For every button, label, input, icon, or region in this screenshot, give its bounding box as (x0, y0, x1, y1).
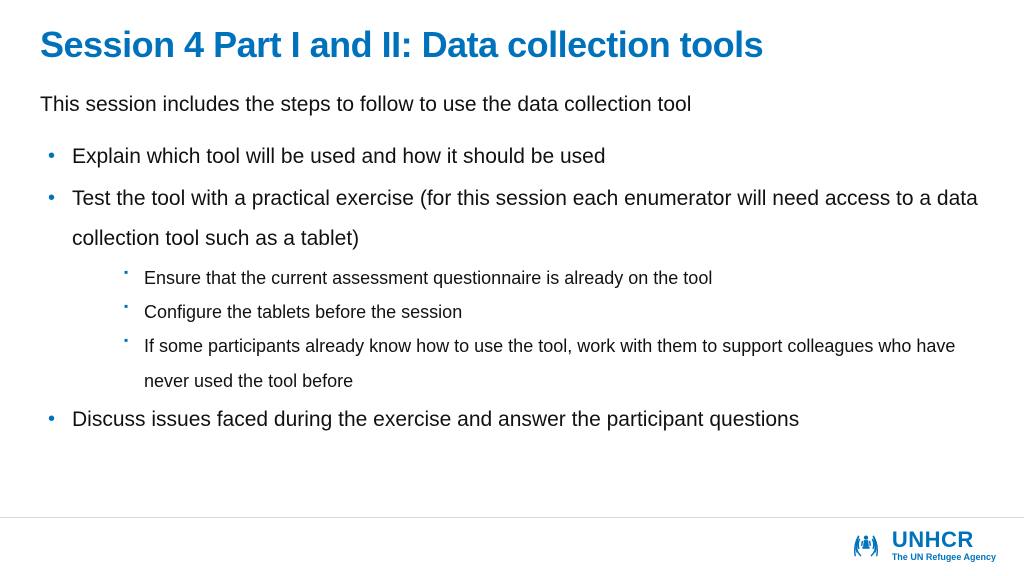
list-item: If some participants already know how to… (120, 329, 984, 397)
bullet-list: Explain which tool will be used and how … (40, 137, 984, 439)
list-item: Configure the tablets before the session (120, 295, 984, 329)
list-item: Test the tool with a practical exercise … (40, 179, 984, 398)
list-item: Ensure that the current assessment quest… (120, 261, 984, 295)
logo-main-text: UNHCR (892, 529, 996, 551)
list-item-text: Configure the tablets before the session (144, 302, 462, 322)
sub-bullet-list: Ensure that the current assessment quest… (72, 261, 984, 398)
laurel-icon (848, 525, 884, 566)
logo-sub-text: The UN Refugee Agency (892, 553, 996, 562)
list-item-text: Discuss issues faced during the exercise… (72, 408, 799, 431)
list-item-text: Ensure that the current assessment quest… (144, 268, 712, 288)
list-item-text: Explain which tool will be used and how … (72, 145, 606, 168)
slide: Session 4 Part I and II: Data collection… (0, 0, 1024, 576)
slide-title: Session 4 Part I and II: Data collection… (40, 24, 984, 66)
list-item: Discuss issues faced during the exercise… (40, 400, 984, 440)
list-item-text: Test the tool with a practical exercise … (72, 187, 978, 250)
unhcr-logo: UNHCR The UN Refugee Agency (848, 525, 996, 566)
list-item: Explain which tool will be used and how … (40, 137, 984, 177)
intro-paragraph: This session includes the steps to follo… (40, 90, 984, 119)
list-item-text: If some participants already know how to… (144, 336, 955, 390)
logo-text: UNHCR The UN Refugee Agency (892, 529, 996, 562)
footer-divider (0, 517, 1024, 518)
